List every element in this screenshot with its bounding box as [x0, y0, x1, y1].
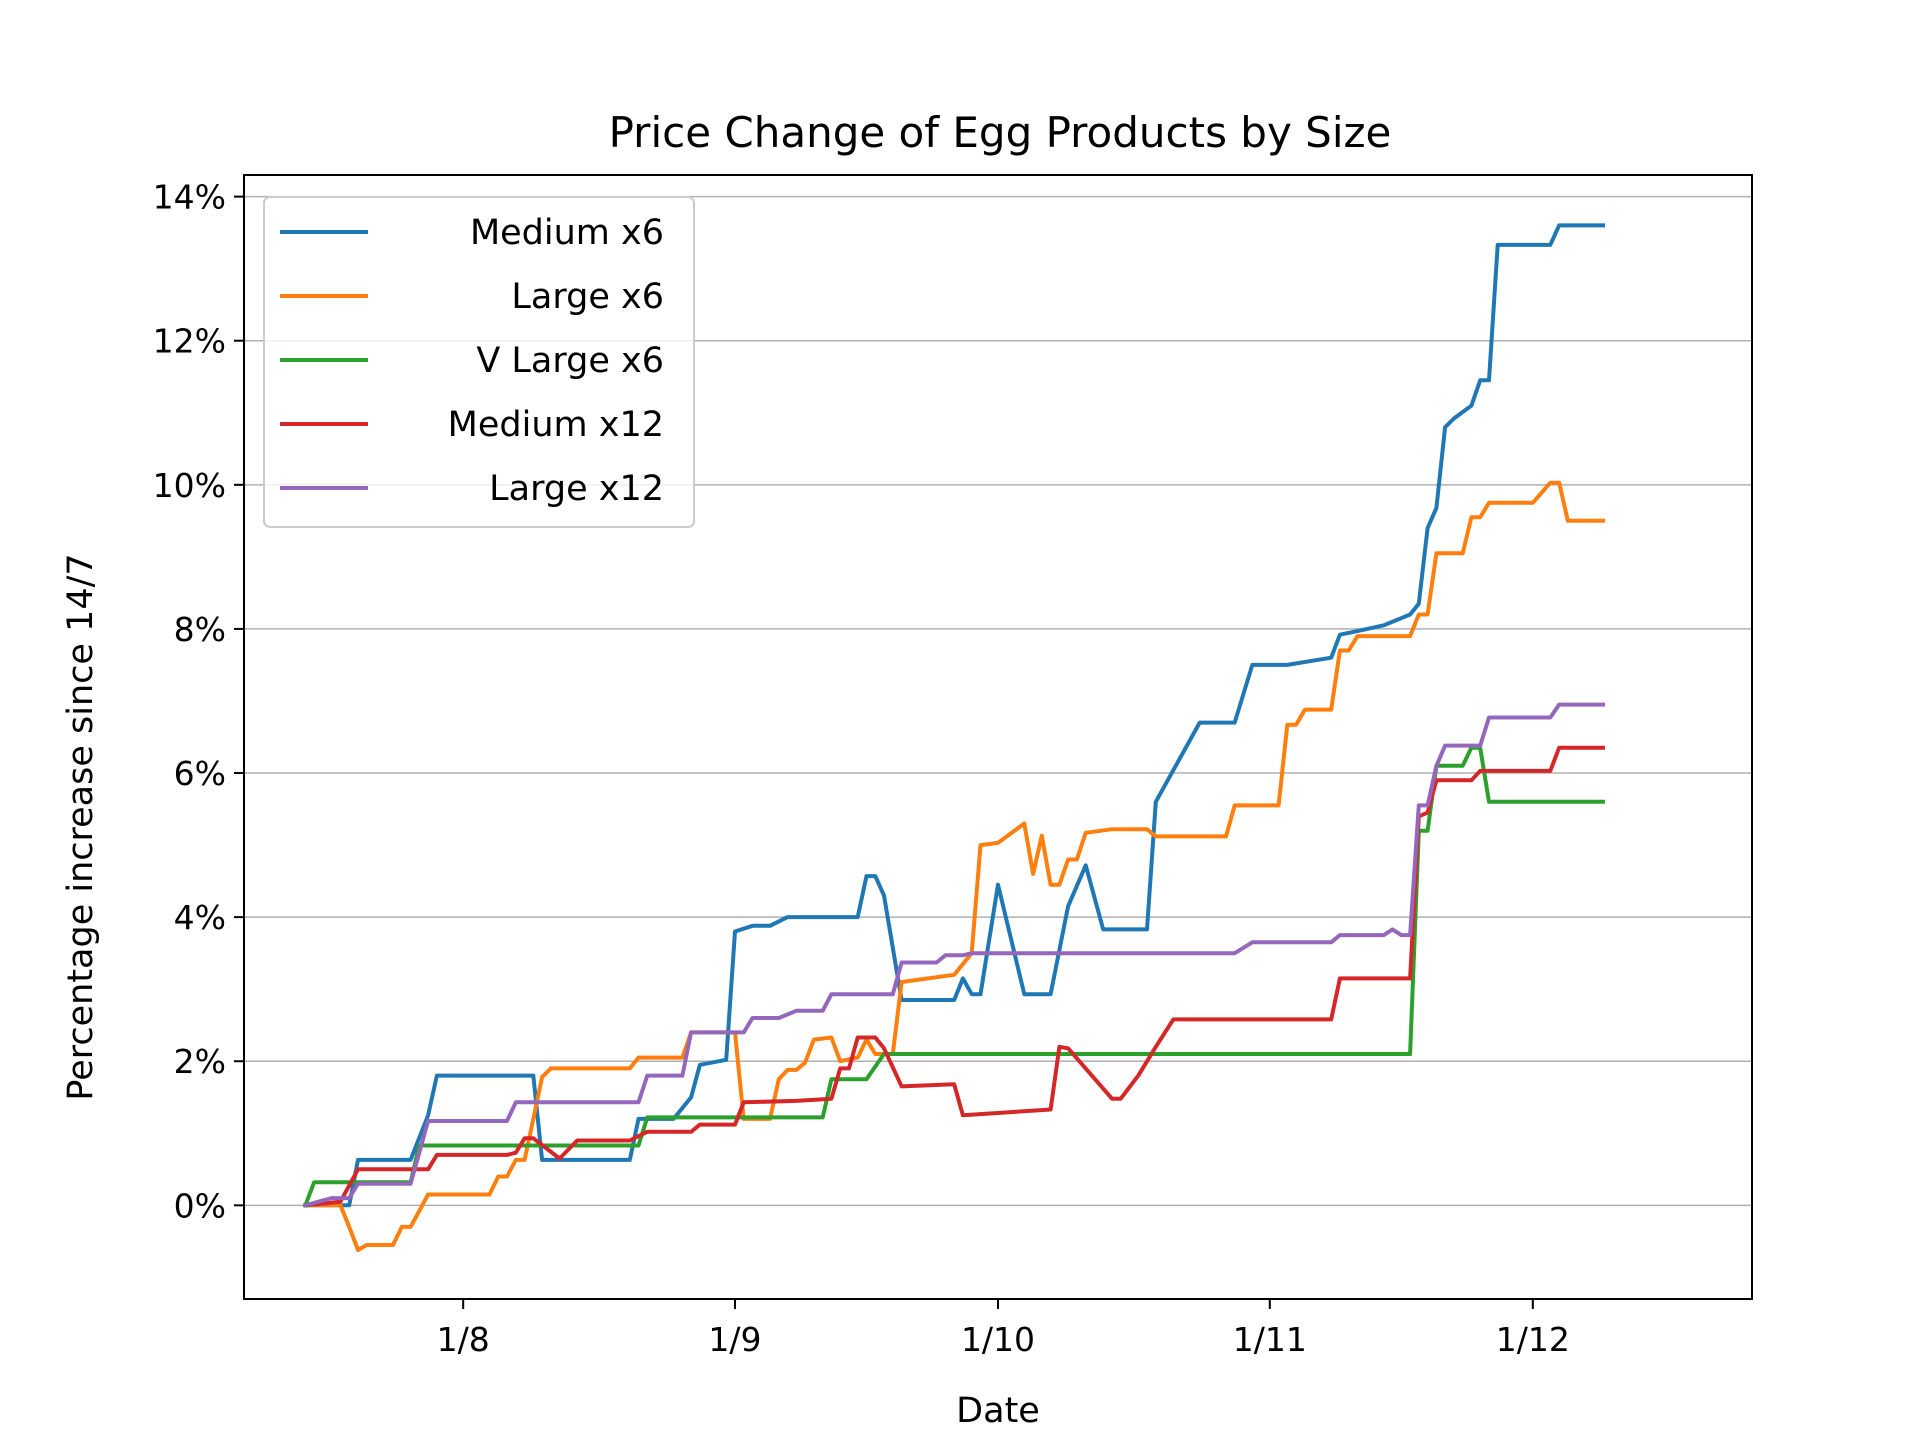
x-tick-label: 1/11	[1233, 1320, 1307, 1359]
x-axis-ticks: 1/8 1/9 1/10 1/11 1/12	[437, 1299, 1570, 1359]
y-tick-label: 4%	[174, 898, 226, 937]
x-tick-label: 1/10	[961, 1320, 1035, 1359]
legend-label-medium-x12: Medium x12	[448, 405, 664, 445]
x-tick-label: 1/9	[708, 1320, 761, 1359]
y-tick-label: 2%	[174, 1042, 226, 1081]
series-line-medium-x12	[303, 745, 1605, 1208]
x-axis-label: Date	[956, 1391, 1040, 1431]
y-tick-label: 6%	[174, 754, 226, 793]
legend-label-v-large-x6: V Large x6	[476, 341, 664, 381]
legend-label-large-x12: Large x12	[489, 469, 664, 509]
x-tick-label: 1/12	[1496, 1320, 1570, 1359]
series-line-large-x12	[302, 702, 1605, 1208]
legend: Medium x6 Large x6 V Large x6 Medium x12 Lar…	[263, 196, 695, 528]
legend-label-medium-x6: Medium x6	[470, 213, 664, 253]
y-axis-ticks: 0% 2% 4% 6% 8% 10% 12% 14%	[153, 178, 244, 1225]
y-tick-label: 14%	[153, 178, 226, 217]
y-tick-label: 0%	[174, 1186, 226, 1225]
chart-title: Price Change of Egg Products by Size	[609, 108, 1392, 157]
series-lines	[302, 223, 1605, 1252]
y-tick-label: 10%	[153, 466, 226, 505]
legend-items: Medium x6 Large x6 V Large x6 Medium x12 Lar…	[280, 213, 664, 509]
y-axis-label: Percentage increase since 14/7	[61, 553, 101, 1100]
y-tick-label: 8%	[174, 610, 226, 649]
y-tick-label: 12%	[153, 322, 226, 361]
legend-box	[263, 196, 695, 528]
series-line-large-x6	[303, 480, 1605, 1252]
x-tick-label: 1/8	[437, 1320, 490, 1359]
legend-label-large-x6: Large x6	[511, 277, 664, 317]
